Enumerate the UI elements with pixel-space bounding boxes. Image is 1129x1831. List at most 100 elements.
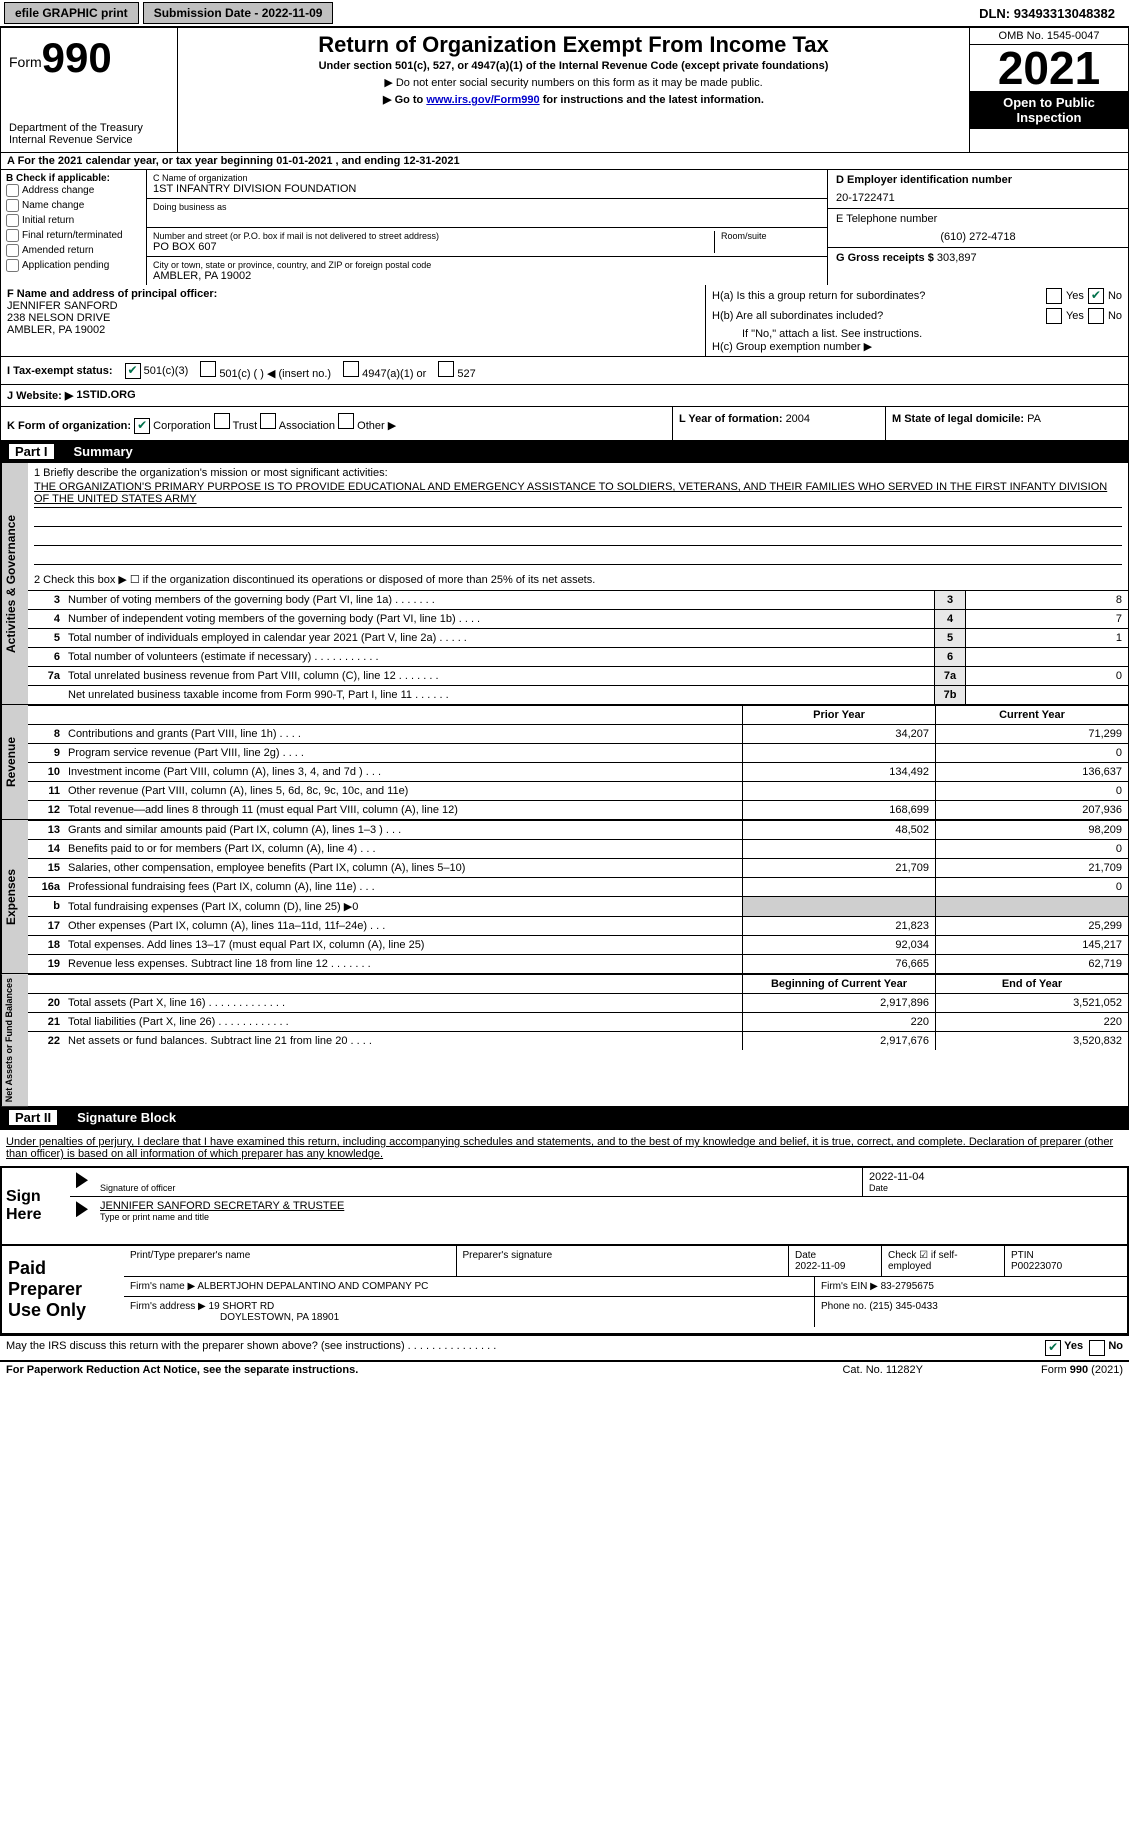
- col-c: C Name of organization1ST INFANTRY DIVIS…: [147, 170, 828, 285]
- discuss-no[interactable]: [1089, 1340, 1105, 1356]
- name-label: C Name of organization: [153, 173, 821, 183]
- hb-note: If "No," attach a list. See instructions…: [712, 328, 1122, 340]
- rev-row: 9Program service revenue (Part VIII, lin…: [28, 743, 1128, 762]
- chk-name[interactable]: Name change: [6, 199, 141, 212]
- open-public-label: Open to Public Inspection: [970, 91, 1128, 129]
- prep-date-label: Date: [795, 1250, 816, 1261]
- col-f: F Name and address of principal officer:…: [1, 285, 706, 356]
- part-2-header: Part II Signature Block: [0, 1107, 1129, 1129]
- note-post: for instructions and the latest informat…: [540, 94, 764, 106]
- gov-row: 7aTotal unrelated business revenue from …: [28, 666, 1128, 685]
- hb-no[interactable]: [1088, 308, 1104, 324]
- efile-button[interactable]: efile GRAPHIC print: [4, 2, 139, 24]
- chk-501c[interactable]: [200, 361, 216, 377]
- chk-address[interactable]: Address change: [6, 184, 141, 197]
- exp-row: 14Benefits paid to or for members (Part …: [28, 839, 1128, 858]
- row-exempt: I Tax-exempt status: 501(c)(3) 501(c) ( …: [0, 357, 1129, 385]
- hb-label: H(b) Are all subordinates included?: [712, 310, 1042, 322]
- form-header: Form990 Department of the Treasury Inter…: [0, 28, 1129, 153]
- rev-row: 11Other revenue (Part VIII, column (A), …: [28, 781, 1128, 800]
- chk-amended[interactable]: Amended return: [6, 244, 141, 257]
- part-1-label: Part I: [9, 444, 54, 459]
- chk-assoc[interactable]: [260, 413, 276, 429]
- room-label: Room/suite: [721, 231, 821, 241]
- ein: 20-1722471: [836, 192, 1120, 204]
- ptin: P00223070: [1011, 1261, 1062, 1272]
- part-2-label: Part II: [9, 1110, 57, 1125]
- form-label: Form: [9, 54, 42, 70]
- chk-trust[interactable]: [214, 413, 230, 429]
- header-left: Form990 Department of the Treasury Inter…: [1, 28, 178, 152]
- ha-label: H(a) Is this a group return for subordin…: [712, 290, 1042, 302]
- discuss-text: May the IRS discuss this return with the…: [6, 1340, 1045, 1356]
- officer-addr1: 238 NELSON DRIVE: [7, 312, 699, 324]
- exempt-label: I Tax-exempt status:: [7, 365, 113, 377]
- firm-addr2: DOYLESTOWN, PA 18901: [130, 1312, 808, 1323]
- org-name: 1ST INFANTRY DIVISION FOUNDATION: [153, 183, 821, 195]
- tax-year: 2021: [970, 45, 1128, 91]
- firm-name-label: Firm's name ▶: [130, 1281, 197, 1292]
- submission-date: 2022-11-09: [262, 6, 323, 20]
- net-assets-block: Net Assets or Fund Balances Beginning of…: [0, 974, 1129, 1107]
- chk-initial[interactable]: Initial return: [6, 214, 141, 227]
- rev-row: 8Contributions and grants (Part VIII, li…: [28, 724, 1128, 743]
- ptin-label: PTIN: [1011, 1250, 1034, 1261]
- part-2-name: Signature Block: [77, 1110, 176, 1125]
- exp-row: 18Total expenses. Add lines 13–17 (must …: [28, 935, 1128, 954]
- officer-name: JENNIFER SANFORD: [7, 300, 699, 312]
- ha-yes[interactable]: [1046, 288, 1062, 304]
- col-l: L Year of formation: 2004: [673, 407, 886, 440]
- line-2: 2 Check this box ▶ ☐ if the organization…: [34, 573, 1122, 586]
- ha-no[interactable]: [1088, 288, 1104, 304]
- col-m: M State of legal domicile: PA: [886, 407, 1128, 440]
- hb-yes[interactable]: [1046, 308, 1062, 324]
- preparer-sig-label: Preparer's signature: [456, 1246, 789, 1276]
- submission-button[interactable]: Submission Date - 2022-11-09: [143, 2, 334, 24]
- col-b-label: B Check if applicable:: [6, 173, 141, 184]
- gov-row: Net unrelated business taxable income fr…: [28, 685, 1128, 704]
- website-label: J Website: ▶: [7, 389, 73, 402]
- hc-label: H(c) Group exemption number ▶: [712, 340, 1122, 353]
- city-label: City or town, state or province, country…: [153, 260, 821, 270]
- addr-label: Number and street (or P.O. box if mail i…: [153, 231, 708, 241]
- row-a: A For the 2021 calendar year, or tax yea…: [0, 153, 1129, 170]
- form-title: Return of Organization Exempt From Incom…: [184, 32, 963, 58]
- officer-sig-label: Signature of officer: [100, 1183, 856, 1193]
- k-label: K Form of organization:: [7, 420, 131, 432]
- triangle-icon: [76, 1172, 88, 1188]
- gross-label: G Gross receipts $: [836, 252, 937, 264]
- org-addr: PO BOX 607: [153, 241, 708, 253]
- chk-527[interactable]: [438, 361, 454, 377]
- irs-link[interactable]: www.irs.gov/Form990: [426, 94, 539, 106]
- net-row: 21Total liabilities (Part X, line 26) . …: [28, 1012, 1128, 1031]
- mission-label: 1 Briefly describe the organization's mi…: [34, 467, 1122, 479]
- chk-final[interactable]: Final return/terminated: [6, 229, 141, 242]
- revenue-block: Revenue Prior YearCurrent Year 8Contribu…: [0, 705, 1129, 820]
- officer-addr2: AMBLER, PA 19002: [7, 324, 699, 336]
- submission-label: Submission Date -: [154, 6, 262, 20]
- chk-pending[interactable]: Application pending: [6, 259, 141, 272]
- firm-ein-label: Firm's EIN ▶: [821, 1281, 881, 1292]
- chk-501c3[interactable]: [125, 363, 141, 379]
- firm-phone: (215) 345-0433: [869, 1301, 937, 1312]
- ein-label: D Employer identification number: [836, 174, 1012, 186]
- discuss-yes[interactable]: [1045, 1340, 1061, 1356]
- part-1-name: Summary: [74, 444, 133, 459]
- chk-other[interactable]: [338, 413, 354, 429]
- header-center: Return of Organization Exempt From Incom…: [178, 28, 970, 152]
- signature-declaration: Under penalties of perjury, I declare th…: [0, 1129, 1129, 1166]
- org-city: AMBLER, PA 19002: [153, 270, 821, 282]
- col-d: D Employer identification number 20-17224…: [828, 170, 1128, 285]
- prep-date: 2022-11-09: [795, 1261, 845, 1272]
- rev-header: Prior YearCurrent Year: [28, 705, 1128, 724]
- sig-date: 2022-11-04: [869, 1171, 1121, 1183]
- chk-corp[interactable]: [134, 418, 150, 434]
- chk-4947[interactable]: [343, 361, 359, 377]
- footer-left: For Paperwork Reduction Act Notice, see …: [6, 1364, 842, 1376]
- vert-exp: Expenses: [1, 820, 28, 973]
- exp-row: bTotal fundraising expenses (Part IX, co…: [28, 896, 1128, 916]
- sign-here-label: Sign Here: [2, 1168, 70, 1244]
- exp-row: 15Salaries, other compensation, employee…: [28, 858, 1128, 877]
- org-info-block: B Check if applicable: Address change Na…: [0, 170, 1129, 285]
- triangle-icon: [76, 1201, 88, 1217]
